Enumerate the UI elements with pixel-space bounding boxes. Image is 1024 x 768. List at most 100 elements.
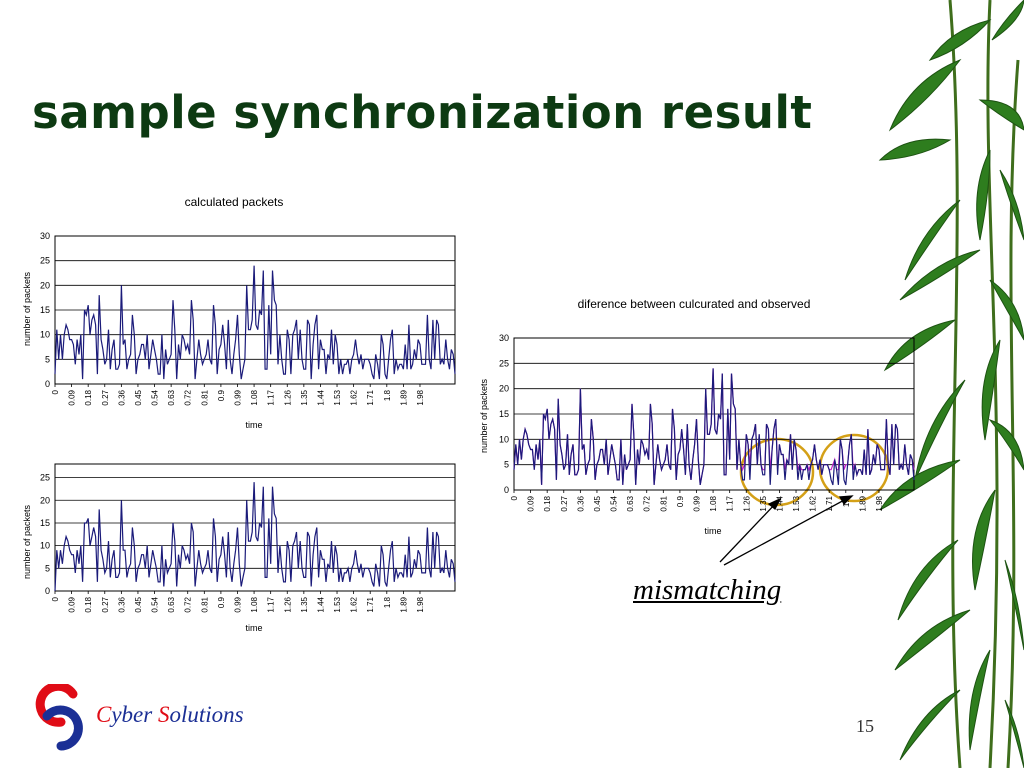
y-tick-label: 25 (40, 473, 50, 483)
bamboo-decoration (878, 0, 1024, 768)
x-tick-label: 1.08 (250, 596, 259, 612)
x-tick-label: 0.81 (200, 389, 209, 405)
x-tick-label: 1.89 (399, 389, 408, 405)
x-tick-label: 0 (510, 495, 519, 500)
y-axis-label: number of packets (22, 504, 32, 579)
x-tick-label: 0.81 (200, 596, 209, 612)
x-tick-label: 0.63 (626, 495, 635, 511)
x-tick-label: 1.08 (250, 389, 259, 405)
x-tick-label: 0 (51, 596, 60, 601)
x-tick-label: 0.36 (576, 495, 585, 511)
cyber-solutions-logo (35, 684, 83, 751)
y-tick-label: 20 (40, 495, 50, 505)
calculated-packets-chart: calculated packets number of packets tim… (22, 195, 456, 430)
x-tick-label: 1.35 (300, 596, 309, 612)
x-tick-label: 1.44 (316, 596, 325, 612)
x-tick-label: 0 (51, 389, 60, 394)
x-tick-label: 0.09 (527, 495, 536, 511)
x-tick-label: 1.62 (809, 495, 818, 511)
x-tick-label: 0.54 (610, 495, 619, 511)
x-tick-label: 0.45 (593, 495, 602, 511)
x-tick-label: 1.71 (825, 495, 834, 511)
y-tick-label: 15 (499, 409, 509, 419)
series-line-0 (54, 265, 456, 380)
mismatch-circle-2 (818, 433, 890, 503)
mismatching-annotation: mismatching (633, 574, 782, 606)
y-tick-label: 10 (499, 434, 509, 444)
y-tick-label: 15 (40, 305, 50, 315)
company-name: Cyber Solutions (96, 702, 244, 727)
x-tick-label: 1.44 (316, 389, 325, 405)
x-tick-label: 0.36 (117, 596, 126, 612)
x-tick-label: 1.17 (726, 495, 735, 511)
x-tick-label: 1.08 (709, 495, 718, 511)
plot-area (54, 463, 456, 592)
x-tick-label: 1.98 (416, 389, 425, 405)
x-tick-label: 1.8 (383, 389, 392, 401)
x-tick-label: 0.63 (167, 596, 176, 612)
x-tick-label: 0.09 (68, 596, 77, 612)
x-tick-label: 0.72 (184, 389, 193, 405)
y-tick-label: 25 (499, 358, 509, 368)
x-tick-label: 1.26 (283, 389, 292, 405)
x-axis-label: time (704, 526, 721, 536)
x-tick-label: 1.35 (759, 495, 768, 511)
x-tick-label: 0.72 (184, 596, 193, 612)
x-tick-label: 1.62 (350, 596, 359, 612)
x-tick-label: 1.71 (366, 389, 375, 405)
x-axis-label: time (245, 623, 262, 633)
series-line-1 (513, 368, 915, 486)
x-tick-label: 0.18 (84, 389, 93, 405)
x-tick-label: 0.81 (659, 495, 668, 511)
y-tick-label: 30 (40, 231, 50, 241)
x-tick-label: 0.54 (151, 389, 160, 405)
calculated-packets-chart-2: number of packets time 0 5 10 15 20 25 0 0.09 0.… (22, 463, 456, 633)
x-tick-label: 0.54 (151, 596, 160, 612)
series-line-0 (54, 482, 456, 592)
x-tick-label: 1.8 (383, 596, 392, 608)
x-tick-label: 1.53 (792, 495, 801, 511)
x-axis-label: time (245, 420, 262, 430)
x-tick-label: 0.27 (101, 596, 110, 612)
x-tick-label: 0.09 (68, 389, 77, 405)
x-tick-label: 1.53 (333, 389, 342, 405)
mismatch-arrows (719, 495, 854, 566)
y-tick-label: 20 (499, 384, 509, 394)
y-axis-label: number of packets (479, 378, 489, 453)
x-tick-label: 0.9 (217, 596, 226, 608)
x-tick-label: 0.27 (560, 495, 569, 511)
difference-chart: diference between culcurated and observe… (479, 297, 915, 566)
x-tick-label: 1.17 (267, 389, 276, 405)
x-tick-label: 1.8 (842, 495, 851, 507)
y-tick-label: 10 (40, 330, 50, 340)
y-tick-label: 5 (45, 354, 50, 364)
x-tick-label: 0.45 (134, 389, 143, 405)
x-tick-label: 0.45 (134, 596, 143, 612)
x-tick-label: 0.72 (643, 495, 652, 511)
y-tick-label: 10 (40, 541, 50, 551)
y-tick-label: 0 (45, 586, 50, 596)
y-tick-label: 5 (45, 563, 50, 573)
y-axis-label: number of packets (22, 271, 32, 346)
x-tick-label: 1.26 (742, 495, 751, 511)
x-tick-label: 1.89 (399, 596, 408, 612)
y-tick-label: 0 (45, 379, 50, 389)
x-tick-label: 1.89 (858, 495, 867, 511)
x-tick-label: 1.17 (267, 596, 276, 612)
y-tick-label: 5 (504, 460, 509, 470)
x-tick-label: 1.98 (875, 495, 884, 511)
x-tick-label: 0.99 (233, 596, 242, 612)
x-tick-label: 0.99 (692, 495, 701, 511)
x-tick-label: 1.44 (775, 495, 784, 511)
y-tick-label: 20 (40, 280, 50, 290)
y-tick-label: 30 (499, 333, 509, 343)
slide-title: sample synchronization result (32, 86, 813, 139)
x-tick-label: 0.27 (101, 389, 110, 405)
x-tick-label: 1.53 (333, 596, 342, 612)
chart-title: diference between culcurated and observe… (578, 297, 811, 311)
x-tick-label: 0.63 (167, 389, 176, 405)
x-tick-label: 0.36 (117, 389, 126, 405)
x-tick-label: 0.9 (217, 389, 226, 401)
x-tick-label: 1.98 (416, 596, 425, 612)
x-tick-label: 0.9 (676, 495, 685, 507)
